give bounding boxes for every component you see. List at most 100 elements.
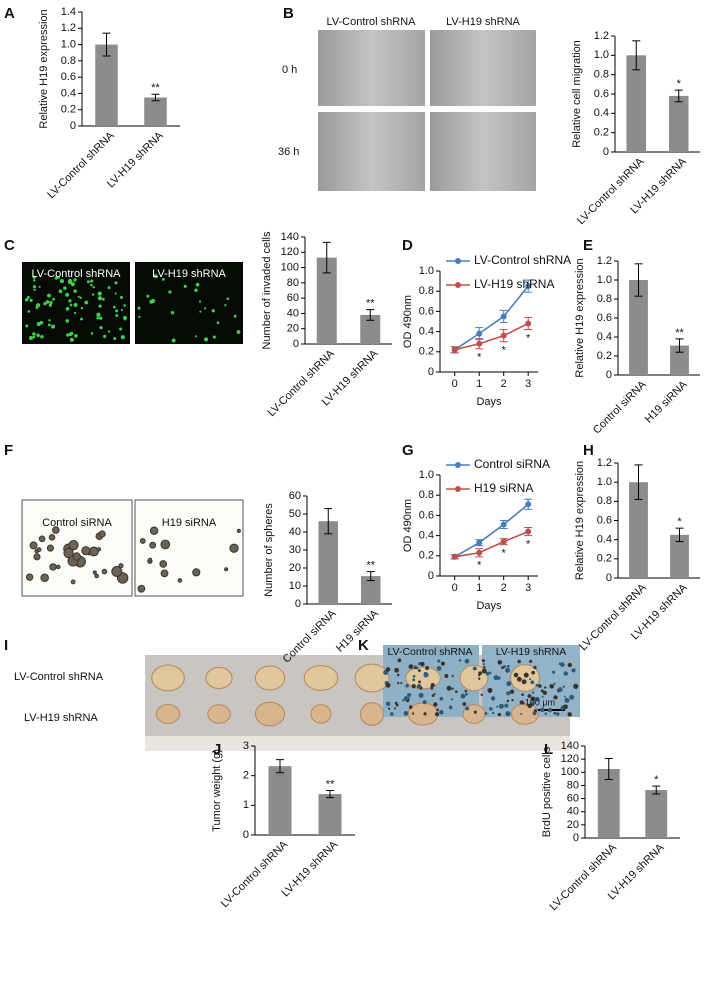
marker — [451, 346, 458, 353]
nucleus — [523, 672, 529, 678]
significance: * — [477, 352, 482, 364]
sphere — [92, 570, 97, 575]
cell — [70, 282, 75, 287]
nucleus — [539, 707, 545, 713]
nucleus — [465, 692, 468, 696]
cell — [86, 280, 90, 284]
image-label: H19 siRNA — [162, 517, 217, 529]
y-tick-label: 0.8 — [61, 55, 76, 67]
cell — [63, 286, 67, 290]
tumor — [510, 703, 540, 725]
nucleus — [503, 665, 507, 669]
nucleus — [464, 689, 468, 693]
nucleus — [534, 696, 540, 702]
nucleus — [418, 680, 422, 684]
nucleus — [407, 692, 412, 698]
marker — [451, 553, 458, 560]
nucleus — [532, 711, 537, 716]
nucleus — [564, 697, 570, 703]
marker — [476, 330, 483, 337]
marker — [476, 340, 483, 347]
nucleus — [509, 689, 515, 694]
cell — [49, 300, 53, 305]
nucleus — [516, 676, 522, 682]
y-tick-label: 50 — [289, 508, 301, 520]
significance: * — [654, 774, 659, 786]
nucleus — [506, 691, 511, 696]
nucleus — [423, 712, 427, 716]
y-tick-label: 1.0 — [597, 476, 612, 488]
y-tick-label: 2 — [243, 770, 249, 782]
legend-label: Control siRNA — [474, 457, 550, 471]
ruler — [145, 736, 570, 751]
nucleus — [496, 705, 499, 708]
cell — [27, 310, 31, 313]
y-axis-label: Number of invaded cells — [261, 231, 273, 350]
y-tick-label: 0 — [295, 598, 301, 610]
x-tick-label: 0 — [452, 378, 458, 390]
nucleus — [460, 693, 466, 699]
panel-letter: C — [4, 237, 15, 254]
cell — [80, 317, 83, 321]
sphere — [229, 543, 239, 553]
y-axis-label: Tumor weight (g) — [211, 749, 223, 832]
marker — [500, 521, 507, 528]
y-tick-label: 60 — [287, 292, 299, 304]
tumor — [254, 665, 286, 691]
bar — [360, 314, 381, 344]
nucleus — [388, 707, 391, 710]
y-tick-label: 40 — [567, 806, 579, 818]
sphere — [139, 538, 146, 544]
cell — [57, 276, 61, 279]
y-tick-label: 40 — [287, 307, 299, 319]
cell — [73, 302, 78, 307]
y-tick-label: 0.4 — [61, 87, 76, 99]
nucleus — [560, 662, 565, 667]
cell — [236, 330, 241, 334]
significance: ** — [151, 82, 160, 94]
y-tick-label: 3 — [243, 740, 249, 752]
nucleus — [402, 699, 405, 702]
cell — [73, 278, 77, 282]
sphere — [149, 541, 157, 549]
y-axis-label: OD 490nm — [402, 295, 414, 348]
cell — [59, 279, 64, 284]
y-tick-label: 140 — [561, 740, 579, 752]
significance: ** — [366, 560, 375, 572]
cell — [54, 276, 59, 280]
sphere — [48, 534, 56, 541]
y-tick-label: 1.2 — [594, 30, 609, 42]
nucleus — [411, 684, 416, 689]
legend-label: LV-H19 shRNA — [474, 277, 554, 291]
image-label: LV-H19 shRNA — [446, 16, 520, 28]
nucleus — [454, 690, 458, 694]
y-tick-label: 0.8 — [419, 489, 434, 501]
bar — [318, 521, 339, 604]
x-tick-label: 2 — [501, 582, 507, 594]
significance: * — [677, 78, 682, 90]
nucleus — [553, 712, 557, 715]
y-tick-label: 0.4 — [597, 331, 612, 343]
sphere — [33, 553, 41, 561]
sphere — [159, 560, 168, 568]
y-tick-label: 0 — [70, 120, 76, 132]
bar — [318, 794, 342, 835]
nucleus — [556, 712, 560, 716]
cell — [35, 306, 39, 310]
y-tick-label: 1 — [243, 799, 249, 811]
nucleus — [400, 682, 403, 685]
y-tick-label: 1.0 — [419, 469, 434, 481]
y-tick-label: 0 — [573, 832, 579, 844]
bar — [268, 766, 292, 835]
y-tick-label: 40 — [289, 526, 301, 538]
cell — [153, 274, 158, 279]
y-tick-label: 0 — [428, 570, 434, 582]
cell — [114, 281, 118, 285]
cell — [32, 332, 36, 336]
y-axis-label: Number of spheres — [263, 503, 275, 597]
legend-marker — [455, 282, 461, 288]
cell — [119, 295, 124, 299]
cell — [65, 319, 70, 323]
y-tick-label: 60 — [567, 792, 579, 804]
cell — [168, 290, 172, 294]
